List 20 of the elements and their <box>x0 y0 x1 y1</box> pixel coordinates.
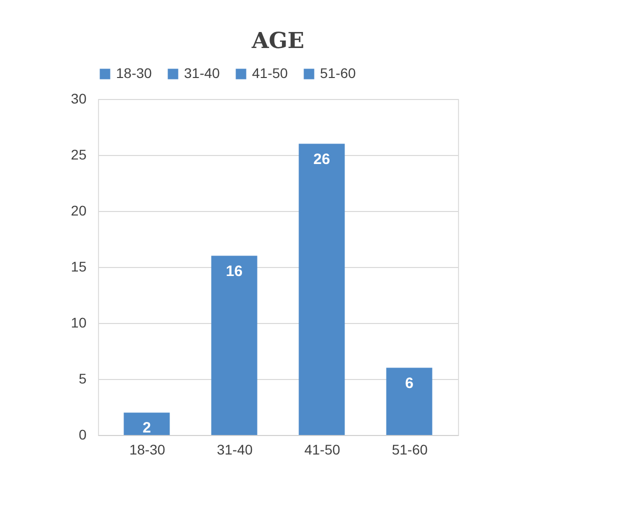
data-label: 26 <box>313 150 330 168</box>
y-tick-label: 5 <box>78 370 87 386</box>
x-tick-label: 51-60 <box>392 442 428 458</box>
x-tick-label: 41-50 <box>304 442 340 458</box>
x-tick-label: 18-30 <box>129 442 166 458</box>
data-label: 6 <box>405 374 414 392</box>
y-tick-label: 10 <box>70 314 87 330</box>
y-tick-label: 15 <box>70 258 87 274</box>
data-label: 2 <box>142 420 151 437</box>
y-tick-label: 25 <box>70 146 87 162</box>
legend-label: 18-30 <box>116 65 152 81</box>
x-tick-label: 31-40 <box>216 442 253 458</box>
data-label: 16 <box>226 262 243 280</box>
y-tick-label: 0 <box>78 426 87 442</box>
y-tick-label: 20 <box>70 202 87 218</box>
legend-label: 51-60 <box>320 65 356 81</box>
chart-title: AGE <box>250 28 304 54</box>
legend-label: 41-50 <box>252 65 288 81</box>
y-tick-label: 30 <box>70 90 87 106</box>
legend-label: 31-40 <box>184 65 220 81</box>
